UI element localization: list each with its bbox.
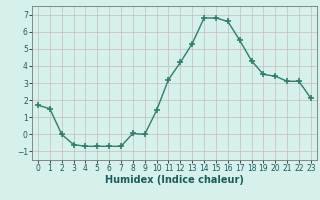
X-axis label: Humidex (Indice chaleur): Humidex (Indice chaleur) bbox=[105, 175, 244, 185]
